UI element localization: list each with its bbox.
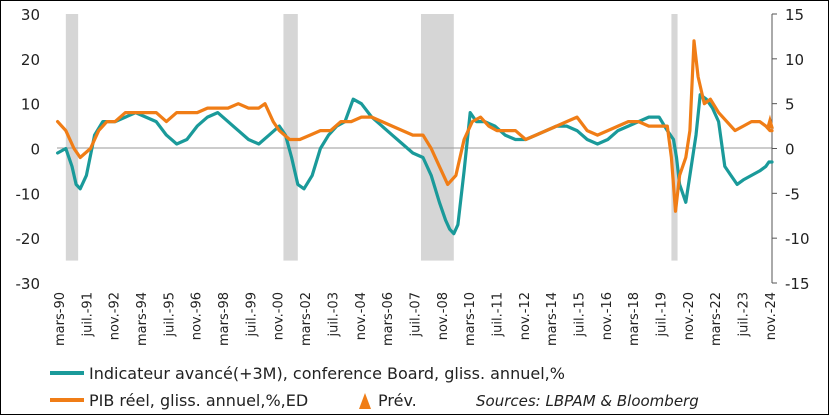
x-axis: mars-90 juil.-91 nov.-92 mars-94 juil.-95 nov… <box>53 292 779 346</box>
series-line-pib <box>56 39 774 213</box>
series-lines <box>56 39 774 236</box>
right-tick-label: -10 <box>785 230 810 248</box>
left-tick-label: 10 <box>21 96 40 114</box>
right-tick-label: 0 <box>785 141 795 159</box>
x-tick-label: mars-10 <box>463 292 478 346</box>
forecast-point <box>765 114 774 129</box>
recession-band <box>283 14 298 261</box>
left-tick-label: -30 <box>16 275 41 293</box>
x-tick-label: mars-22 <box>709 292 724 346</box>
x-tick-label: nov.-04 <box>354 292 369 340</box>
recession-band <box>671 14 678 261</box>
x-tick-label: juil.-15 <box>572 292 587 337</box>
x-tick-label: nov.-92 <box>108 292 123 340</box>
right-tick-label: 10 <box>785 51 804 69</box>
legend-forecast-label: Prév. <box>378 391 417 410</box>
left-tick-label: 20 <box>21 51 40 69</box>
x-tick-label: juil.-11 <box>490 292 505 337</box>
x-tick-label: nov.-16 <box>600 292 615 340</box>
recession-band <box>420 14 454 261</box>
source-note: Sources: LBPAM & Bloomberg <box>476 392 699 410</box>
left-tick-label: 0 <box>30 141 40 159</box>
x-tick-label: nov.-20 <box>682 292 697 340</box>
x-tick-label: nov.-12 <box>518 292 533 340</box>
legend-forecast-triangle <box>359 393 371 409</box>
forecast-marker <box>765 114 774 129</box>
x-tick-label: juil.-19 <box>655 292 670 337</box>
x-tick-label: mars-06 <box>381 292 396 346</box>
x-tick-label: mars-94 <box>135 292 150 346</box>
x-tick-label: mars-90 <box>53 292 68 346</box>
legend-orange-label: PIB réel, gliss. annuel,%,ED <box>89 391 308 410</box>
x-tick-label: nov.-96 <box>190 292 205 340</box>
x-tick-label: juil.-99 <box>244 292 259 337</box>
left-tick-label: 30 <box>21 6 40 24</box>
left-axis-ticks: 30 20 10 0 -10 -20 -30 <box>16 6 41 293</box>
x-tick-label: juil.-91 <box>80 292 95 337</box>
x-tick-label: mars-18 <box>627 292 642 346</box>
right-axis-ticks: 15 10 5 0 -5 -10 -15 <box>772 6 810 293</box>
legend-teal-label: Indicateur avancé(+3M), conference Board… <box>89 364 565 383</box>
left-tick-label: -20 <box>16 230 41 248</box>
x-tick-label: mars-02 <box>299 292 314 346</box>
x-tick-label: nov.-08 <box>436 292 451 340</box>
x-tick-label: juil.-03 <box>326 292 341 337</box>
right-tick-label: -5 <box>785 185 800 203</box>
x-tick-label: nov.-00 <box>272 292 287 340</box>
recession-shading <box>65 14 678 261</box>
right-tick-label: 5 <box>785 96 795 114</box>
x-tick-label: juil.-23 <box>737 292 752 337</box>
right-tick-label: 15 <box>785 6 804 24</box>
right-tick-label: -15 <box>785 275 810 293</box>
x-tick-label: mars-98 <box>217 292 232 346</box>
x-tick-label: juil.-95 <box>162 292 177 337</box>
recession-band <box>65 14 79 261</box>
x-tick-label: mars-14 <box>545 292 560 346</box>
x-tick-label: nov.-24 <box>764 292 779 340</box>
x-tick-label: juil.-07 <box>408 292 423 337</box>
series-line-indicateur <box>56 93 774 236</box>
left-tick-label: -10 <box>16 185 41 203</box>
